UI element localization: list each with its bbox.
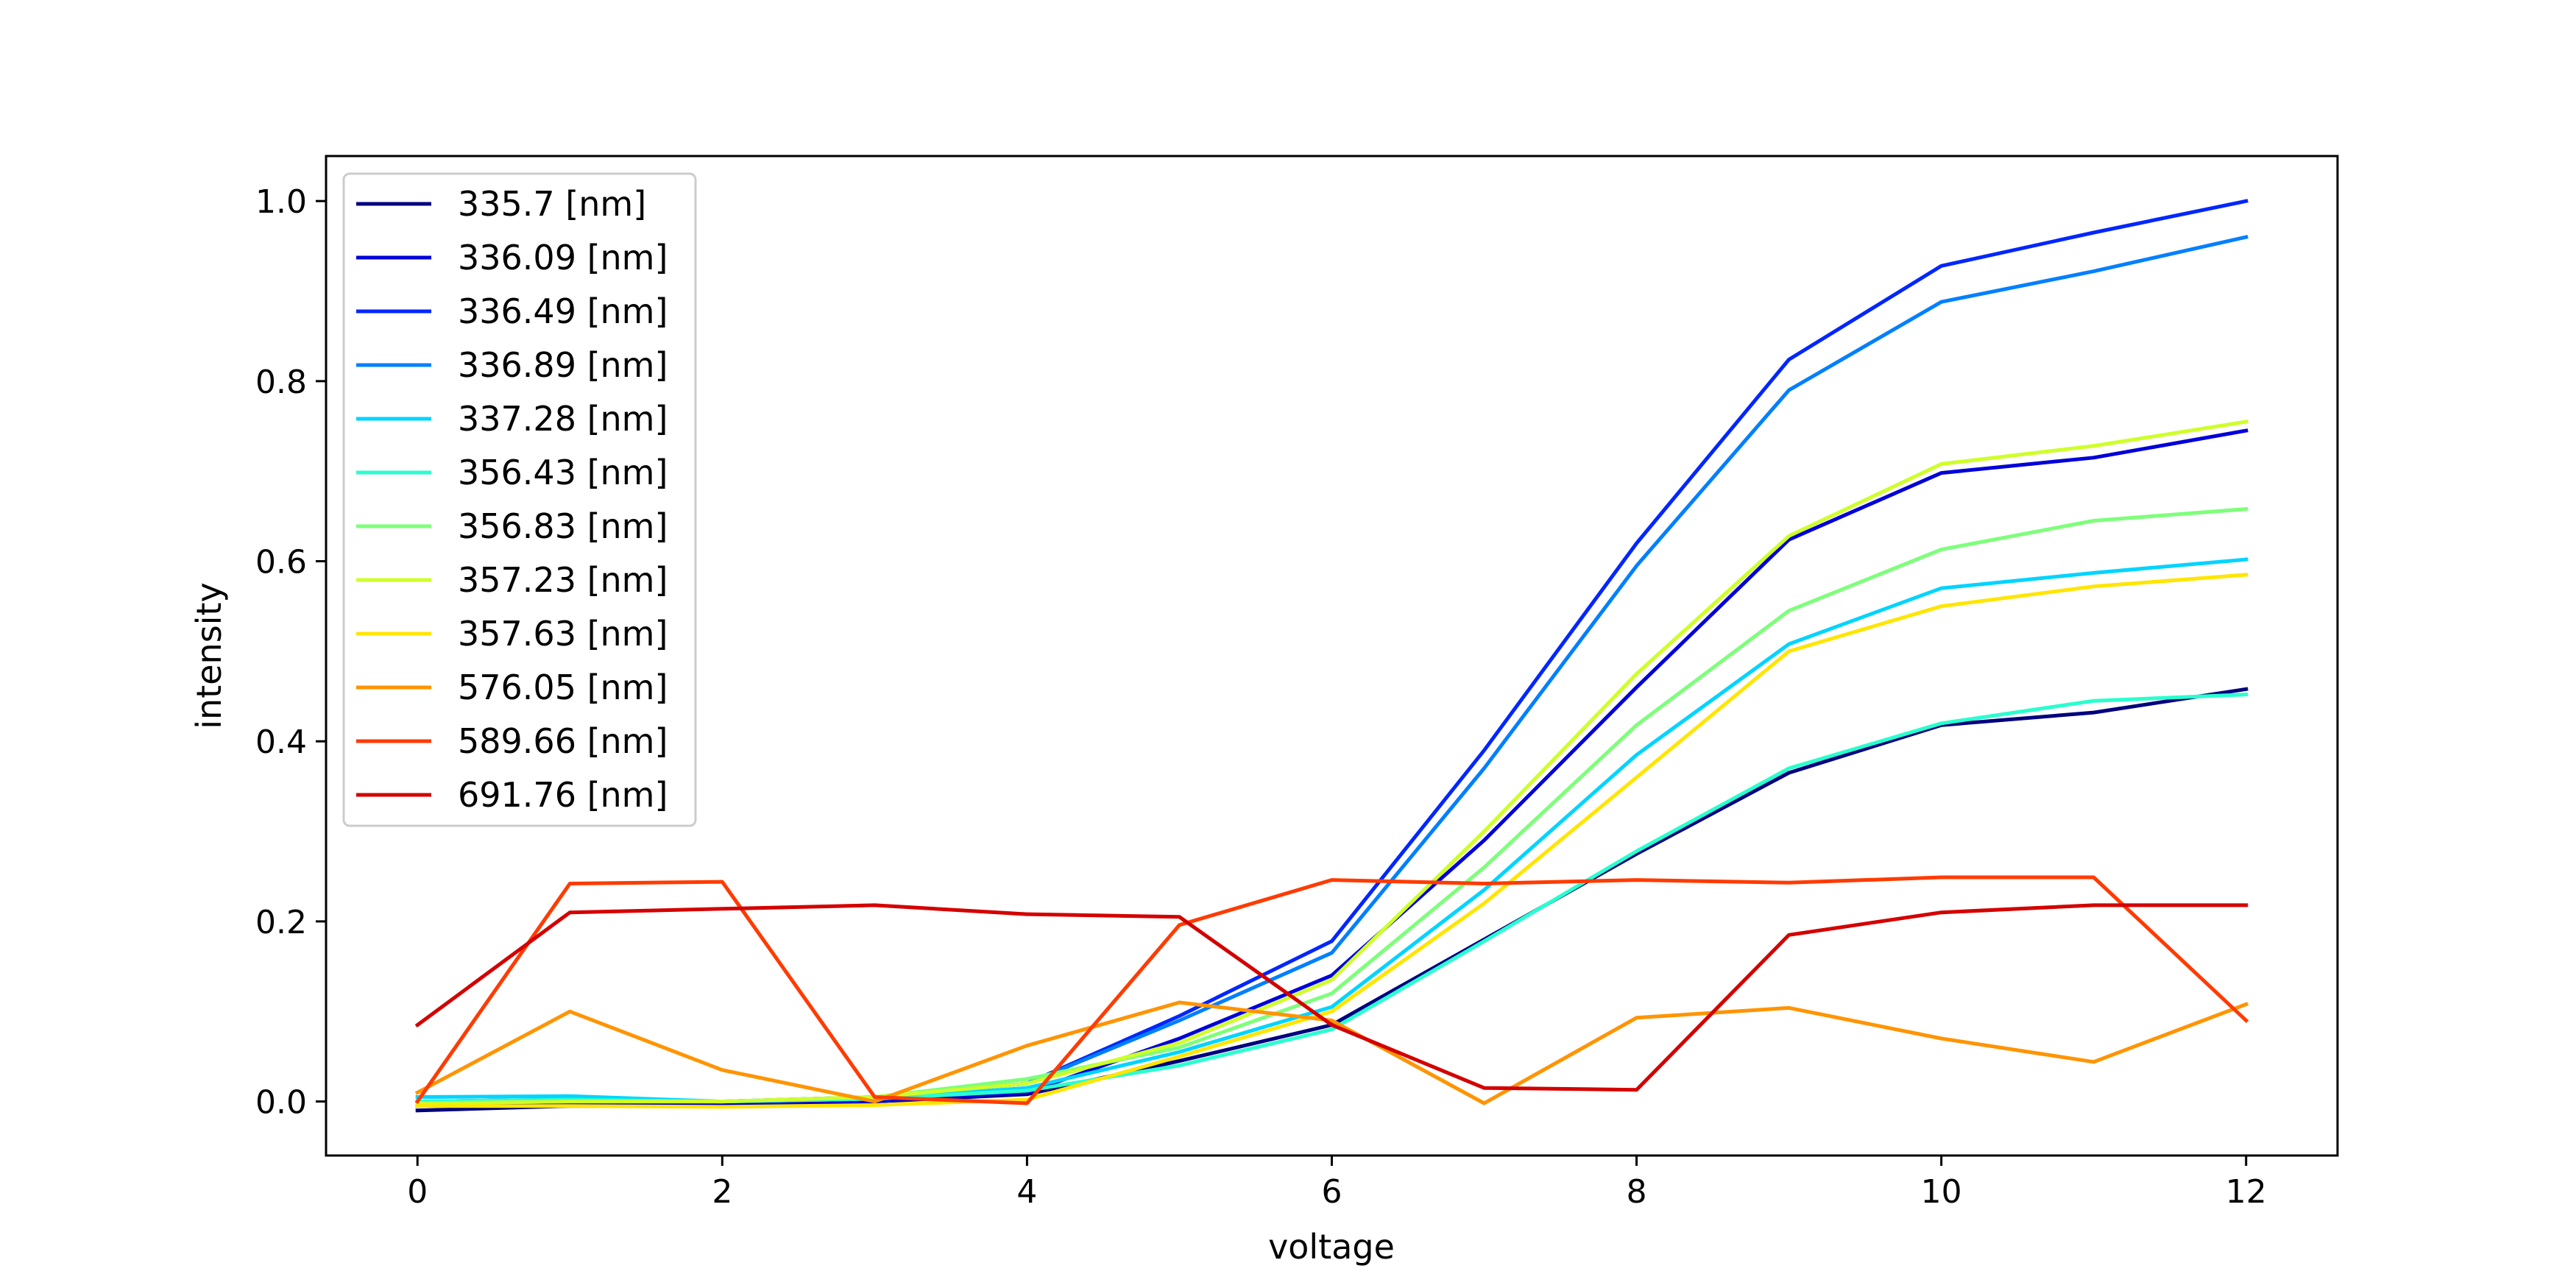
legend-entries: 335.7 [nm] 336.09 [nm] 336.49 [nm] 336.89 [… (356, 184, 668, 815)
x-tick-label: 6 (1322, 1173, 1342, 1211)
legend: 335.7 [nm] 336.09 [nm] 336.49 [nm] 336.89 [… (342, 172, 697, 827)
series-line-10 (414, 875, 2249, 1105)
series-line-1 (415, 428, 2248, 1108)
y-tick-label: 0.0 (255, 1084, 307, 1122)
x-axis: 0 2 4 6 8 10 12 (407, 1156, 2267, 1211)
x-tick-label: 2 (712, 1173, 732, 1211)
x-tick-label: 12 (2226, 1173, 2267, 1211)
legend-label-7: 357.23 [nm] (458, 560, 668, 600)
y-tick-label: 0.8 (255, 364, 307, 401)
legend-label-9: 576.05 [nm] (458, 668, 668, 707)
series-layer (414, 199, 2249, 1113)
series-line-11 (414, 903, 2248, 1092)
legend-label-3: 336.89 [nm] (458, 345, 668, 385)
y-axis-label: intensity (189, 582, 229, 729)
legend-label-1: 336.09 [nm] (458, 238, 668, 277)
legend-label-10: 589.66 [nm] (458, 721, 668, 761)
legend-label-0: 335.7 [nm] (458, 184, 646, 224)
legend-box (342, 172, 697, 827)
series-line-9 (414, 1000, 2249, 1105)
legend-label-2: 336.49 [nm] (458, 291, 668, 331)
x-tick-label: 10 (1921, 1173, 1962, 1211)
series-line-8 (415, 573, 2248, 1109)
x-tick-label: 8 (1627, 1173, 1647, 1211)
legend-label-4: 337.28 [nm] (458, 399, 668, 439)
y-tick-label: 1.0 (255, 183, 307, 221)
x-tick-label: 4 (1016, 1173, 1037, 1211)
y-tick-label: 0.6 (255, 544, 307, 581)
y-tick-label: 0.2 (255, 904, 307, 941)
legend-label-8: 357.63 [nm] (458, 614, 668, 654)
legend-label-5: 356.43 [nm] (458, 453, 668, 492)
y-tick-label: 0.4 (255, 723, 307, 761)
series-line-7 (415, 420, 2248, 1105)
legend-label-6: 356.83 [nm] (458, 506, 668, 546)
y-axis: 0.0 0.2 0.4 0.6 0.8 1.0 (255, 183, 326, 1122)
x-axis-label: voltage (1268, 1227, 1395, 1267)
x-tick-label: 0 (407, 1173, 428, 1211)
legend-label-11: 691.76 [nm] (458, 775, 668, 815)
